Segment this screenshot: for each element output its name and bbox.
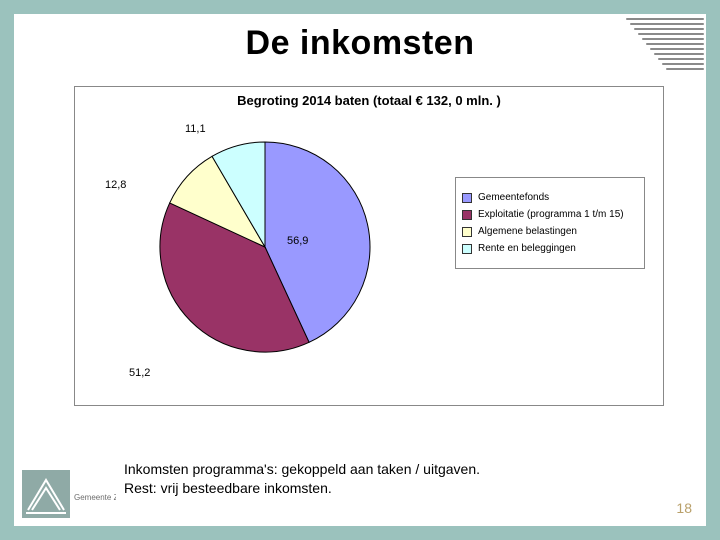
pie-slice-label: 51,2	[129, 367, 150, 379]
legend-label: Algemene belastingen	[478, 226, 577, 237]
pie-slice-label: 56,9	[287, 235, 308, 247]
legend-label: Exploitatie (programma 1 t/m 15)	[478, 209, 624, 220]
caption-line: Rest: vrij besteedbare inkomsten.	[124, 479, 480, 498]
slide-frame: De inkomsten Begroting 2014 baten (totaa…	[0, 0, 720, 540]
legend-label: Rente en beleggingen	[478, 243, 576, 254]
pie-chart-container: Begroting 2014 baten (totaal € 132, 0 ml…	[74, 86, 664, 406]
pie-slice-label: 11,1	[185, 123, 206, 135]
legend-item: Exploitatie (programma 1 t/m 15)	[462, 209, 638, 220]
corner-lines-decoration	[616, 18, 704, 78]
slide-title: De inkomsten	[14, 24, 706, 63]
legend-swatch	[462, 227, 472, 237]
caption-line: Inkomsten programma's: gekoppeld aan tak…	[124, 460, 480, 479]
pie-chart	[155, 137, 375, 357]
slide-caption: Inkomsten programma's: gekoppeld aan tak…	[124, 460, 480, 498]
legend-item: Gemeentefonds	[462, 192, 638, 203]
legend-swatch	[462, 193, 472, 203]
municipality-logo: Gemeente Zeist	[22, 470, 116, 518]
legend-item: Algemene belastingen	[462, 226, 638, 237]
svg-text:Gemeente Zeist: Gemeente Zeist	[74, 493, 116, 502]
page-number: 18	[676, 500, 692, 516]
chart-title: Begroting 2014 baten (totaal € 132, 0 ml…	[75, 93, 663, 108]
legend-swatch	[462, 244, 472, 254]
legend-item: Rente en beleggingen	[462, 243, 638, 254]
legend-swatch	[462, 210, 472, 220]
legend-label: Gemeentefonds	[478, 192, 549, 203]
chart-legend: Gemeentefonds Exploitatie (programma 1 t…	[455, 177, 645, 269]
pie-slice-label: 12,8	[105, 179, 126, 191]
